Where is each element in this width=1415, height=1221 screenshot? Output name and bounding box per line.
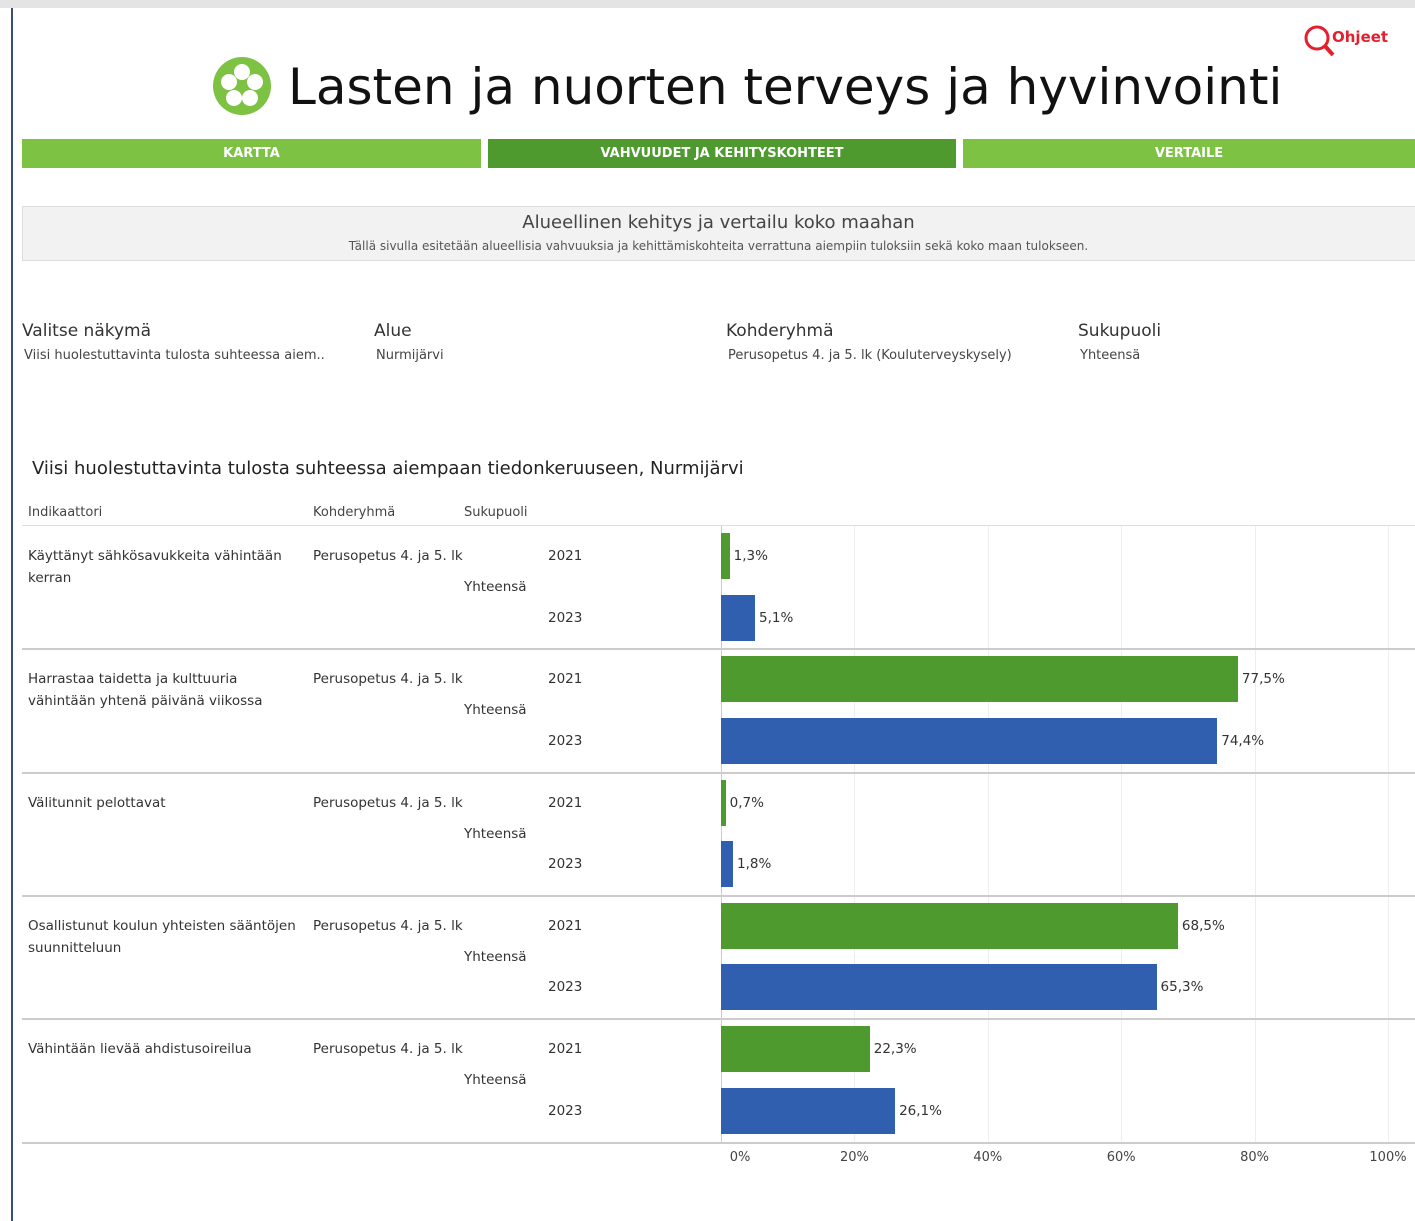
- help-link[interactable]: Ohjeet: [1332, 28, 1389, 46]
- bar: [721, 656, 1238, 703]
- bar: [721, 594, 756, 641]
- grid-line: [1254, 525, 1256, 1142]
- year-label: 2023: [548, 1102, 583, 1119]
- year-label: 2021: [548, 794, 583, 811]
- x-tick-label: 40%: [973, 1150, 1003, 1165]
- filter-label: Valitse näkymä: [22, 321, 152, 341]
- bar: [721, 779, 726, 826]
- axis-line: [721, 525, 722, 1142]
- x-tick-label: 80%: [1240, 1150, 1270, 1165]
- filter-value[interactable]: Perusopetus 4. ja 5. lk (Kouluterveyskys…: [728, 348, 1012, 363]
- indicator: Käyttänyt sähkösavukkeita vähintään kerr…: [28, 548, 282, 586]
- year-label: 2023: [548, 856, 583, 873]
- title: Lasten ja nuorten terveys ja hyvinvointi: [288, 58, 1283, 116]
- row-divider: [22, 1018, 1415, 1021]
- filter-label: Alue: [374, 321, 412, 341]
- indicator: Harrastaa taidetta ja kulttuuria vähintä…: [28, 671, 263, 710]
- value-label: 0,7%: [729, 794, 764, 811]
- help-icon[interactable]: [1303, 24, 1335, 58]
- info-box: [22, 206, 1415, 261]
- info-text: Tällä sivulla esitetään alueellisia vahv…: [348, 239, 1089, 253]
- logo: [213, 57, 271, 115]
- value-label: 77,5%: [1241, 671, 1285, 688]
- value-label: 26,1%: [899, 1102, 942, 1119]
- x-tick-label: 20%: [839, 1150, 869, 1165]
- year-label: 2021: [548, 1041, 583, 1058]
- year-label: 2021: [548, 671, 583, 688]
- column-header: Sukupuoli: [464, 505, 528, 520]
- row-divider: [22, 771, 1415, 774]
- top-bar: [0, 0, 1415, 8]
- filter-value[interactable]: Yhteensä: [1080, 348, 1141, 363]
- filter-label: Kohderyhmä: [726, 321, 834, 341]
- chart-title: Viisi huolestuttavinta tulosta suhteessa…: [32, 458, 744, 479]
- x-tick-label: 0%: [729, 1150, 751, 1165]
- filter-value[interactable]: Nurmijärvi: [376, 348, 444, 363]
- nav-button[interactable]: VAHVUUDET JA KEHITYSKOHTEET: [488, 139, 956, 168]
- gender: Yhteensä: [464, 948, 527, 965]
- filter-label: Sukupuoli: [1078, 321, 1162, 341]
- grid-line: [854, 525, 856, 1142]
- year-label: 2023: [548, 732, 583, 749]
- gender: Yhteensä: [464, 1072, 527, 1089]
- grid-line: [1121, 525, 1123, 1142]
- bar: [721, 964, 1157, 1011]
- value-label: 74,4%: [1221, 732, 1265, 749]
- target-group: Perusopetus 4. ja 5. lk: [313, 1041, 463, 1058]
- value-label: 1,8%: [737, 856, 772, 873]
- column-header: Kohderyhmä: [313, 505, 396, 520]
- x-tick-label: 100%: [1369, 1150, 1407, 1165]
- year-label: 2021: [548, 917, 583, 934]
- value-label: 1,3%: [733, 548, 768, 564]
- target-group: Perusopetus 4. ja 5. lk: [313, 917, 463, 934]
- gender: Yhteensä: [464, 702, 527, 719]
- left-border: [11, 8, 13, 1221]
- row-divider: [22, 525, 1415, 526]
- grid-line: [1388, 525, 1389, 1142]
- info-title: Alueellinen kehitys ja vertailu koko maa…: [522, 212, 915, 233]
- column-header: Indikaattori: [28, 505, 103, 520]
- row-divider: [22, 1141, 1415, 1144]
- year-label: 2021: [548, 548, 583, 564]
- value-label: 22,3%: [873, 1041, 917, 1058]
- indicator: Vähintään lievää ahdistusoireilua: [28, 1041, 252, 1058]
- nav-button[interactable]: KARTTA: [22, 139, 481, 168]
- indicator: Välitunnit pelottavat: [28, 794, 166, 811]
- bar: [721, 841, 733, 888]
- bar: [721, 1087, 896, 1134]
- target-group: Perusopetus 4. ja 5. lk: [313, 671, 463, 688]
- value-label: 68,5%: [1181, 917, 1225, 934]
- gender: Yhteensä: [464, 825, 527, 842]
- bar: [721, 1026, 870, 1073]
- row-divider: [22, 894, 1415, 897]
- year-label: 2023: [548, 609, 583, 626]
- filter-value[interactable]: Viisi huolestuttavinta tulosta suhteessa…: [24, 348, 325, 363]
- target-group: Perusopetus 4. ja 5. lk: [313, 548, 463, 564]
- value-label: 5,1%: [759, 609, 794, 626]
- indicator: Osallistunut koulun yhteisten sääntöjen …: [28, 917, 296, 956]
- year-label: 2023: [548, 979, 583, 996]
- nav-button[interactable]: VERTAILE: [963, 139, 1415, 168]
- row-divider: [22, 648, 1415, 651]
- bar: [721, 902, 1178, 949]
- target-group: Perusopetus 4. ja 5. lk: [313, 794, 463, 811]
- grid-line: [987, 525, 989, 1142]
- gender: Yhteensä: [464, 579, 527, 595]
- value-label: 65,3%: [1160, 979, 1204, 996]
- x-tick-label: 60%: [1106, 1150, 1136, 1165]
- bar: [721, 533, 730, 579]
- bar: [721, 717, 1218, 764]
